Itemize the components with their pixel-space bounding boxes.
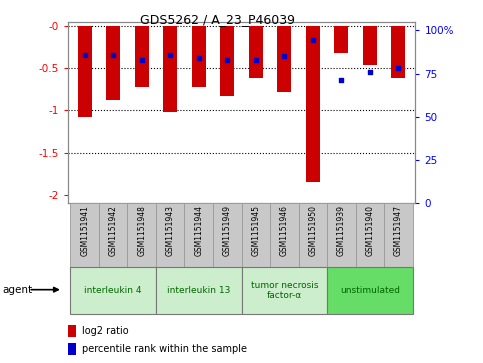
Bar [355, 203, 384, 267]
Bar [220, 26, 234, 96]
Text: percentile rank within the sample: percentile rank within the sample [82, 344, 246, 354]
Point [309, 37, 317, 42]
Point [223, 57, 231, 63]
Bar [249, 26, 263, 78]
Bar [306, 26, 320, 182]
Bar [99, 203, 128, 267]
Point [366, 69, 374, 74]
Bar [135, 26, 149, 87]
Point [81, 52, 88, 58]
Text: GDS5262 / A_23_P46039: GDS5262 / A_23_P46039 [140, 13, 295, 26]
Bar [163, 26, 177, 112]
Bar [213, 203, 242, 267]
Text: GSM1151944: GSM1151944 [194, 205, 203, 256]
Text: tumor necrosis
factor-α: tumor necrosis factor-α [251, 281, 318, 300]
Bar [68, 343, 76, 355]
Bar [327, 267, 412, 314]
Text: GSM1151947: GSM1151947 [394, 205, 403, 256]
Text: GSM1151946: GSM1151946 [280, 205, 289, 256]
Bar [68, 325, 76, 338]
Bar [78, 26, 92, 117]
Bar [156, 267, 242, 314]
Text: agent: agent [2, 285, 32, 295]
Point [338, 77, 345, 83]
Point [109, 52, 117, 58]
Text: log2 ratio: log2 ratio [82, 326, 128, 337]
Text: GSM1151941: GSM1151941 [80, 205, 89, 256]
Text: GSM1151945: GSM1151945 [251, 205, 260, 256]
Bar [128, 203, 156, 267]
Bar [242, 267, 327, 314]
Text: unstimulated: unstimulated [340, 286, 400, 295]
Text: interleukin 13: interleukin 13 [167, 286, 230, 295]
Bar [391, 26, 405, 78]
Point [166, 52, 174, 58]
Bar [156, 203, 185, 267]
Bar [192, 26, 206, 87]
Text: GSM1151950: GSM1151950 [308, 205, 317, 256]
Point [281, 53, 288, 59]
Bar [384, 203, 412, 267]
Text: GSM1151942: GSM1151942 [109, 205, 118, 256]
Text: GSM1151948: GSM1151948 [137, 205, 146, 256]
Text: GSM1151939: GSM1151939 [337, 205, 346, 256]
Bar [71, 203, 99, 267]
Point [252, 57, 260, 63]
Bar [270, 203, 298, 267]
Bar [71, 267, 156, 314]
Text: interleukin 4: interleukin 4 [85, 286, 142, 295]
Bar [185, 203, 213, 267]
Bar [334, 26, 348, 53]
Text: GSM1151940: GSM1151940 [365, 205, 374, 256]
Bar [277, 26, 291, 92]
Point [195, 55, 202, 61]
Bar [363, 26, 377, 65]
Bar [106, 26, 120, 100]
Bar [242, 203, 270, 267]
Bar [327, 203, 355, 267]
Bar [298, 203, 327, 267]
Text: GSM1151943: GSM1151943 [166, 205, 175, 256]
Point [395, 65, 402, 71]
Text: GSM1151949: GSM1151949 [223, 205, 232, 256]
Point [138, 57, 145, 63]
